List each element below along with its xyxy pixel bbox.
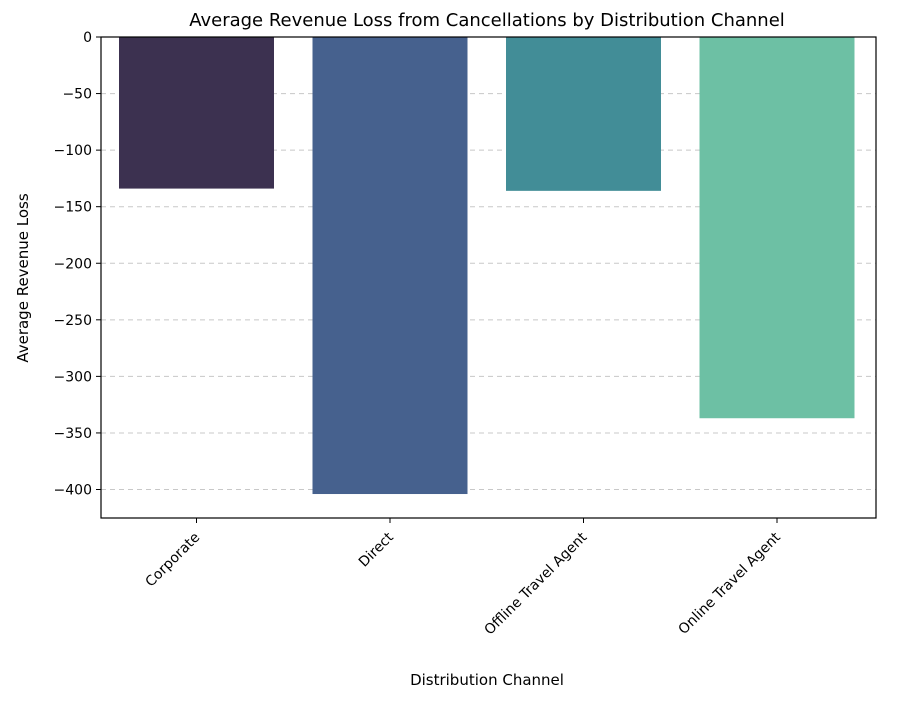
- bar-corporate: [119, 37, 274, 189]
- y-tick-label: −200: [54, 256, 92, 272]
- bars: [119, 37, 855, 495]
- bar-offline-travel-agent: [506, 37, 661, 191]
- y-tick-label: −400: [54, 483, 92, 499]
- y-tick-label: −300: [54, 369, 92, 385]
- x-axis-label: Distribution Channel: [410, 671, 564, 689]
- x-tick-label: Corporate: [143, 530, 204, 591]
- y-tick-label: −350: [54, 426, 92, 442]
- x-tick-label: Direct: [356, 529, 397, 570]
- plot-frame: [100, 36, 877, 519]
- chart-title: Average Revenue Loss from Cancellations …: [189, 10, 785, 31]
- x-tick-label: Offline Travel Agent: [482, 529, 591, 638]
- y-tick-label: −100: [54, 143, 92, 159]
- x-axis-ticks: Corporate Direct Offline Travel Agent Onlin…: [143, 518, 785, 638]
- y-tick-label: −250: [54, 313, 92, 329]
- y-tick-label: −50: [62, 87, 92, 103]
- y-axis-label: Average Revenue Loss: [14, 193, 32, 363]
- bar-online-travel-agent: [699, 37, 855, 419]
- bar-direct: [312, 37, 468, 495]
- y-tick-label: −150: [54, 200, 92, 216]
- y-tick-label: 0: [83, 30, 92, 46]
- x-tick-label: Online Travel Agent: [676, 529, 785, 638]
- y-axis-ticks: 0 −50 −100 −150 −200 −250 −300 −350 −400: [54, 30, 101, 499]
